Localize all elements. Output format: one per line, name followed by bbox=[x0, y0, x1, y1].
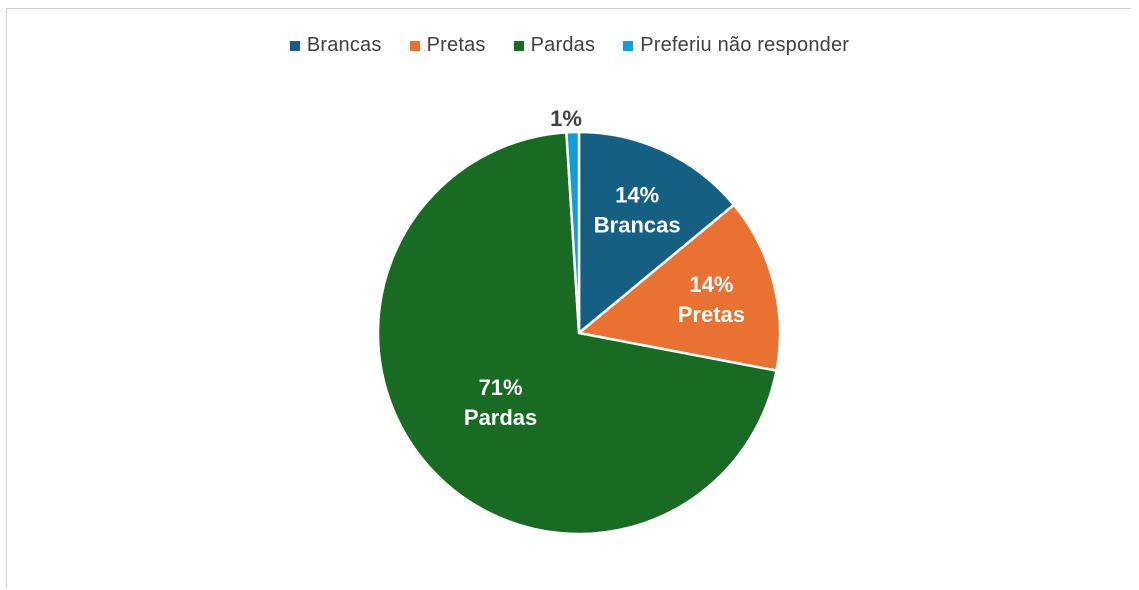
label-pardas: 71% Pardas bbox=[464, 375, 537, 430]
slice-brancas bbox=[577, 130, 736, 335]
legend: Brancas Pretas Pardas Preferiu não respo… bbox=[0, 34, 1139, 57]
chart-frame bbox=[6, 8, 1131, 588]
label-pretas: 14% Pretas bbox=[678, 272, 745, 327]
label-preferiu: 1% bbox=[550, 106, 582, 131]
legend-swatch-pretas bbox=[409, 40, 420, 51]
legend-item-preferiu: Preferiu não responder bbox=[623, 34, 849, 57]
legend-label-preferiu: Preferiu não responder bbox=[640, 34, 850, 56]
slice-preferiu bbox=[565, 130, 581, 335]
legend-swatch-preferiu bbox=[623, 40, 634, 51]
legend-item-brancas: Brancas bbox=[289, 34, 382, 57]
legend-label-pardas: Pardas bbox=[530, 34, 596, 56]
legend-swatch-brancas bbox=[289, 40, 300, 51]
label-brancas: 14% Brancas bbox=[594, 182, 681, 237]
legend-item-pardas: Pardas bbox=[513, 34, 596, 57]
slice-pretas bbox=[577, 203, 782, 372]
legend-label-brancas: Brancas bbox=[306, 34, 382, 56]
slice-pardas bbox=[376, 131, 778, 536]
legend-swatch-pardas bbox=[513, 40, 524, 51]
legend-item-pretas: Pretas bbox=[409, 34, 486, 57]
legend-label-pretas: Pretas bbox=[426, 34, 486, 56]
